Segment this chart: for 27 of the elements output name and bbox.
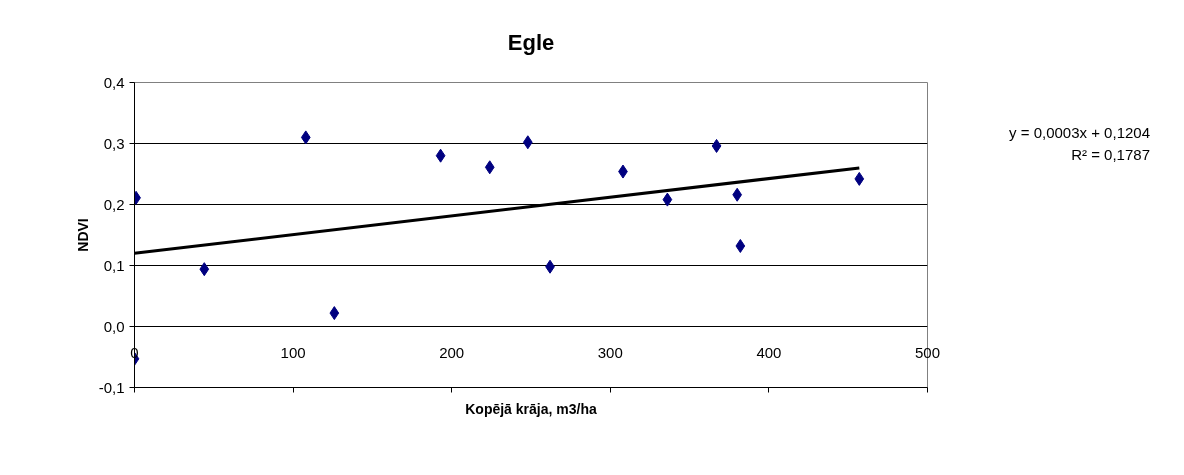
y-tick-label: 0,2: [103, 195, 125, 213]
x-tick-label: 400: [756, 343, 782, 361]
point: [735, 238, 746, 253]
point: [662, 192, 673, 207]
y-tick-label: 0,1: [103, 256, 125, 274]
point: [300, 130, 311, 145]
point: [199, 262, 210, 277]
text: y = 0,0003x + 0,1204: [1009, 123, 1150, 143]
x-tick-label: 500: [914, 343, 941, 361]
chart-title: Egle: [507, 30, 555, 55]
y-tick-label: 0,0: [103, 317, 125, 335]
point: [711, 138, 722, 153]
y-tick-label: 0,3: [103, 134, 125, 152]
x-tick-label: 300: [597, 343, 623, 361]
y-axis-title: NDVI: [74, 218, 91, 252]
point: [854, 171, 865, 186]
point: [435, 148, 446, 163]
point: [484, 160, 495, 175]
y-tick-label: 0,4: [103, 73, 125, 91]
x-tick-label: 100: [280, 343, 306, 361]
x-tick-label: 200: [439, 343, 465, 361]
point: [732, 187, 743, 202]
x-axis-title: Kopējā krāja, m3/ha: [465, 400, 597, 417]
point: [522, 135, 533, 150]
y-tick-label: -0,1: [98, 378, 125, 396]
point: [329, 306, 340, 321]
text: R² = 0,1787: [1070, 145, 1150, 165]
